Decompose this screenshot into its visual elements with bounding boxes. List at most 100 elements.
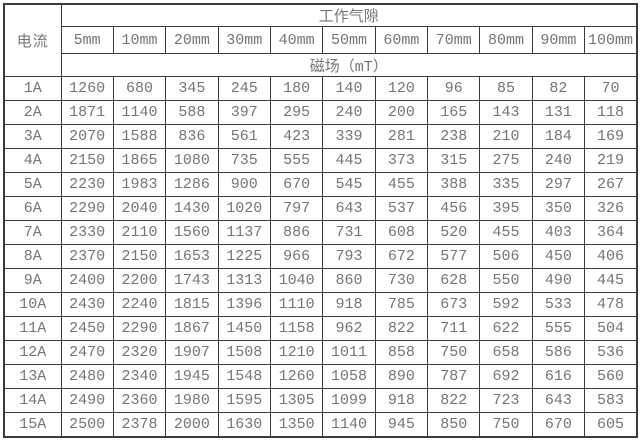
field-value-cell: 2290 bbox=[112, 316, 167, 341]
field-value-cell: 1260 bbox=[269, 364, 324, 389]
gap-column-header-30mm: 30mm bbox=[217, 26, 271, 54]
field-value-cell: 2400 bbox=[60, 268, 114, 293]
table-row: 13A 2480 2340 1945 1548 1260 1058 890 787 692 616 5… bbox=[3, 364, 638, 389]
field-value-cell: 692 bbox=[479, 364, 533, 389]
gap-column-header-60mm: 60mm bbox=[374, 26, 429, 54]
field-value-cell: 184 bbox=[531, 124, 586, 149]
current-row-label: 7A bbox=[3, 220, 62, 245]
current-row-label: 4A bbox=[3, 148, 62, 173]
field-value-cell: 140 bbox=[322, 76, 376, 101]
table-row: 2A 1871 1140 588 397 295 240 200 165 143 131 118 bbox=[3, 100, 638, 125]
field-value-cell: 643 bbox=[531, 388, 586, 413]
field-value-cell: 1396 bbox=[217, 292, 271, 317]
field-value-cell: 397 bbox=[217, 100, 271, 125]
field-value-cell: 962 bbox=[322, 316, 376, 341]
field-value-cell: 2450 bbox=[60, 316, 114, 341]
table-row: 8A 2370 2150 1653 1225 966 793 672 577 506 450 406 bbox=[3, 244, 638, 269]
current-row-label: 1A bbox=[3, 76, 62, 101]
table-row: 14A 2490 2360 1980 1595 1305 1099 918 822 723 643 5… bbox=[3, 388, 638, 413]
field-value-cell: 1020 bbox=[217, 196, 271, 221]
table-row: 9A 2400 2200 1743 1313 1040 860 730 628 550 490 445 bbox=[3, 268, 638, 293]
gap-size-header-row: 5mm 10mm 20mm 30mm 40mm 50mm 60mm 70mm 80mm 90mm 1… bbox=[4, 26, 638, 54]
field-value-cell: 658 bbox=[479, 340, 533, 365]
field-value-cell: 82 bbox=[531, 76, 586, 101]
field-value-cell: 643 bbox=[322, 196, 376, 221]
field-value-cell: 165 bbox=[427, 100, 481, 125]
field-value-cell: 450 bbox=[531, 244, 586, 269]
field-value-cell: 858 bbox=[374, 340, 429, 365]
field-value-cell: 1011 bbox=[322, 340, 376, 365]
field-value-cell: 506 bbox=[479, 244, 533, 269]
table-row: 6A 2290 2040 1430 1020 797 643 537 456 395 350 326 bbox=[3, 196, 638, 221]
field-value-cell: 169 bbox=[584, 124, 638, 149]
field-value-cell: 2200 bbox=[112, 268, 167, 293]
current-row-label: 14A bbox=[3, 388, 62, 413]
field-value-cell: 1867 bbox=[165, 316, 219, 341]
field-value-cell: 406 bbox=[584, 244, 638, 269]
field-value-cell: 1210 bbox=[269, 340, 324, 365]
field-value-cell: 2320 bbox=[112, 340, 167, 365]
field-value-cell: 1653 bbox=[165, 244, 219, 269]
field-value-cell: 890 bbox=[374, 364, 429, 389]
gap-column-header-5mm: 5mm bbox=[60, 26, 114, 54]
current-row-label: 9A bbox=[3, 268, 62, 293]
field-value-cell: 238 bbox=[427, 124, 481, 149]
field-value-cell: 533 bbox=[531, 292, 586, 317]
field-value-cell: 1595 bbox=[217, 388, 271, 413]
field-value-cell: 295 bbox=[269, 100, 324, 125]
field-value-cell: 797 bbox=[269, 196, 324, 221]
field-value-cell: 750 bbox=[427, 340, 481, 365]
table-row: 10A 2430 2240 1815 1396 1110 918 785 673 592 533 47… bbox=[3, 292, 638, 317]
field-value-cell: 550 bbox=[479, 268, 533, 293]
field-value-cell: 423 bbox=[269, 124, 324, 149]
field-value-cell: 297 bbox=[531, 172, 586, 197]
field-value-cell: 275 bbox=[479, 148, 533, 173]
field-value-cell: 2430 bbox=[60, 292, 114, 317]
field-value-cell: 455 bbox=[479, 220, 533, 245]
field-value-cell: 2290 bbox=[60, 196, 114, 221]
field-value-cell: 2500 bbox=[60, 412, 114, 437]
field-value-cell: 2370 bbox=[60, 244, 114, 269]
table-row: 3A 2070 1588 836 561 423 339 281 238 210 184 169 bbox=[3, 124, 638, 149]
field-value-cell: 131 bbox=[531, 100, 586, 125]
field-value-cell: 672 bbox=[374, 244, 429, 269]
current-row-label: 15A bbox=[3, 412, 62, 437]
field-value-cell: 1099 bbox=[322, 388, 376, 413]
field-value-cell: 345 bbox=[165, 76, 219, 101]
field-value-cell: 586 bbox=[531, 340, 586, 365]
field-value-cell: 2378 bbox=[112, 412, 167, 437]
field-value-cell: 785 bbox=[374, 292, 429, 317]
field-value-cell: 731 bbox=[322, 220, 376, 245]
gap-column-header-70mm: 70mm bbox=[427, 26, 481, 54]
field-value-cell: 966 bbox=[269, 244, 324, 269]
field-value-cell: 245 bbox=[217, 76, 271, 101]
current-row-label: 13A bbox=[3, 364, 62, 389]
field-unit-header: 磁场（mT） bbox=[60, 53, 638, 77]
field-value-cell: 561 bbox=[217, 124, 271, 149]
field-value-cell: 1548 bbox=[217, 364, 271, 389]
field-value-cell: 1305 bbox=[269, 388, 324, 413]
field-value-cell: 555 bbox=[531, 316, 586, 341]
field-value-cell: 850 bbox=[427, 412, 481, 437]
field-value-cell: 1983 bbox=[112, 172, 167, 197]
field-value-cell: 886 bbox=[269, 220, 324, 245]
field-value-cell: 1040 bbox=[269, 268, 324, 293]
field-value-cell: 210 bbox=[479, 124, 533, 149]
field-value-cell: 545 bbox=[322, 172, 376, 197]
field-value-cell: 490 bbox=[531, 268, 586, 293]
header-row-field-unit: 磁场（mT） bbox=[4, 53, 638, 77]
field-value-cell: 1871 bbox=[60, 100, 114, 125]
field-value-cell: 670 bbox=[531, 412, 586, 437]
field-value-cell: 900 bbox=[217, 172, 271, 197]
field-value-cell: 730 bbox=[374, 268, 429, 293]
field-value-cell: 583 bbox=[584, 388, 638, 413]
field-value-cell: 822 bbox=[427, 388, 481, 413]
field-value-cell: 1080 bbox=[165, 148, 219, 173]
field-value-cell: 822 bbox=[374, 316, 429, 341]
field-value-cell: 836 bbox=[165, 124, 219, 149]
field-value-cell: 2040 bbox=[112, 196, 167, 221]
field-value-cell: 750 bbox=[479, 412, 533, 437]
gap-column-header-80mm: 80mm bbox=[479, 26, 533, 54]
field-value-cell: 2240 bbox=[112, 292, 167, 317]
current-column-header: 电流 bbox=[3, 3, 62, 77]
